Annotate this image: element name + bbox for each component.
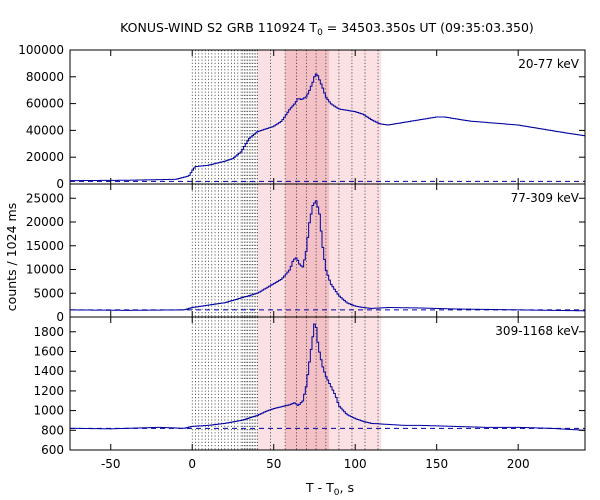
- y-tick-label: 0: [56, 177, 64, 191]
- y-tick-label: 1000: [33, 404, 64, 418]
- x-axis-label: T - T0, s: [305, 480, 354, 498]
- panel-3: 600 800 1000 1200 1400 1600 1800 309-1168 keV: [33, 316, 586, 457]
- y-tick-label: 60000: [26, 97, 64, 111]
- energy-band-label: 20-77 keV: [518, 57, 580, 71]
- x-tick-label: -50: [101, 457, 121, 471]
- x-tick-label: 0: [188, 457, 196, 471]
- energy-band-label: 309-1168 keV: [495, 324, 579, 338]
- panel-2: 0 5000 10000 15000 20000 25000 77-309 keV: [26, 183, 586, 324]
- y-tick-label: 20000: [26, 150, 64, 164]
- y-tick-label: 800: [41, 423, 64, 437]
- y-tick-label: 10000: [26, 263, 64, 277]
- light-curve-series: [70, 73, 585, 182]
- y-tick-label: 15000: [26, 239, 64, 253]
- y-tick-label: 80000: [26, 70, 64, 84]
- light-curve-series: [70, 200, 585, 312]
- x-tick-label: 50: [266, 457, 281, 471]
- y-tick-label: 25000: [26, 191, 64, 205]
- y-tick-label: 1800: [33, 325, 64, 339]
- x-tick-label: 200: [507, 457, 530, 471]
- y-tick-label: 1600: [33, 344, 64, 358]
- x-tick-label: 100: [344, 457, 367, 471]
- y-axis-label: counts / 1024 ms: [4, 203, 19, 311]
- shaded-interval: [285, 50, 330, 184]
- energy-band-label: 77-309 keV: [511, 191, 580, 205]
- y-tick-label: 1400: [33, 364, 64, 378]
- chart-title: KONUS-WIND S2 GRB 110924 T0 = 34503.350s…: [120, 20, 534, 38]
- y-tick-label: 600: [41, 443, 64, 457]
- panel-frame: [69, 316, 586, 451]
- y-tick-label: 20000: [26, 215, 64, 229]
- light-curve-series: [70, 323, 585, 431]
- x-tick-label: 150: [425, 457, 448, 471]
- y-tick-label: 40000: [26, 123, 64, 137]
- y-tick-label: 1200: [33, 384, 64, 398]
- y-tick-label: 5000: [33, 286, 64, 300]
- y-tick-label: 0: [56, 310, 64, 324]
- panel-1: 0 20000 40000 60000 80000 100000 20-77 keV: [18, 43, 586, 191]
- y-tick-label: 100000: [18, 43, 64, 57]
